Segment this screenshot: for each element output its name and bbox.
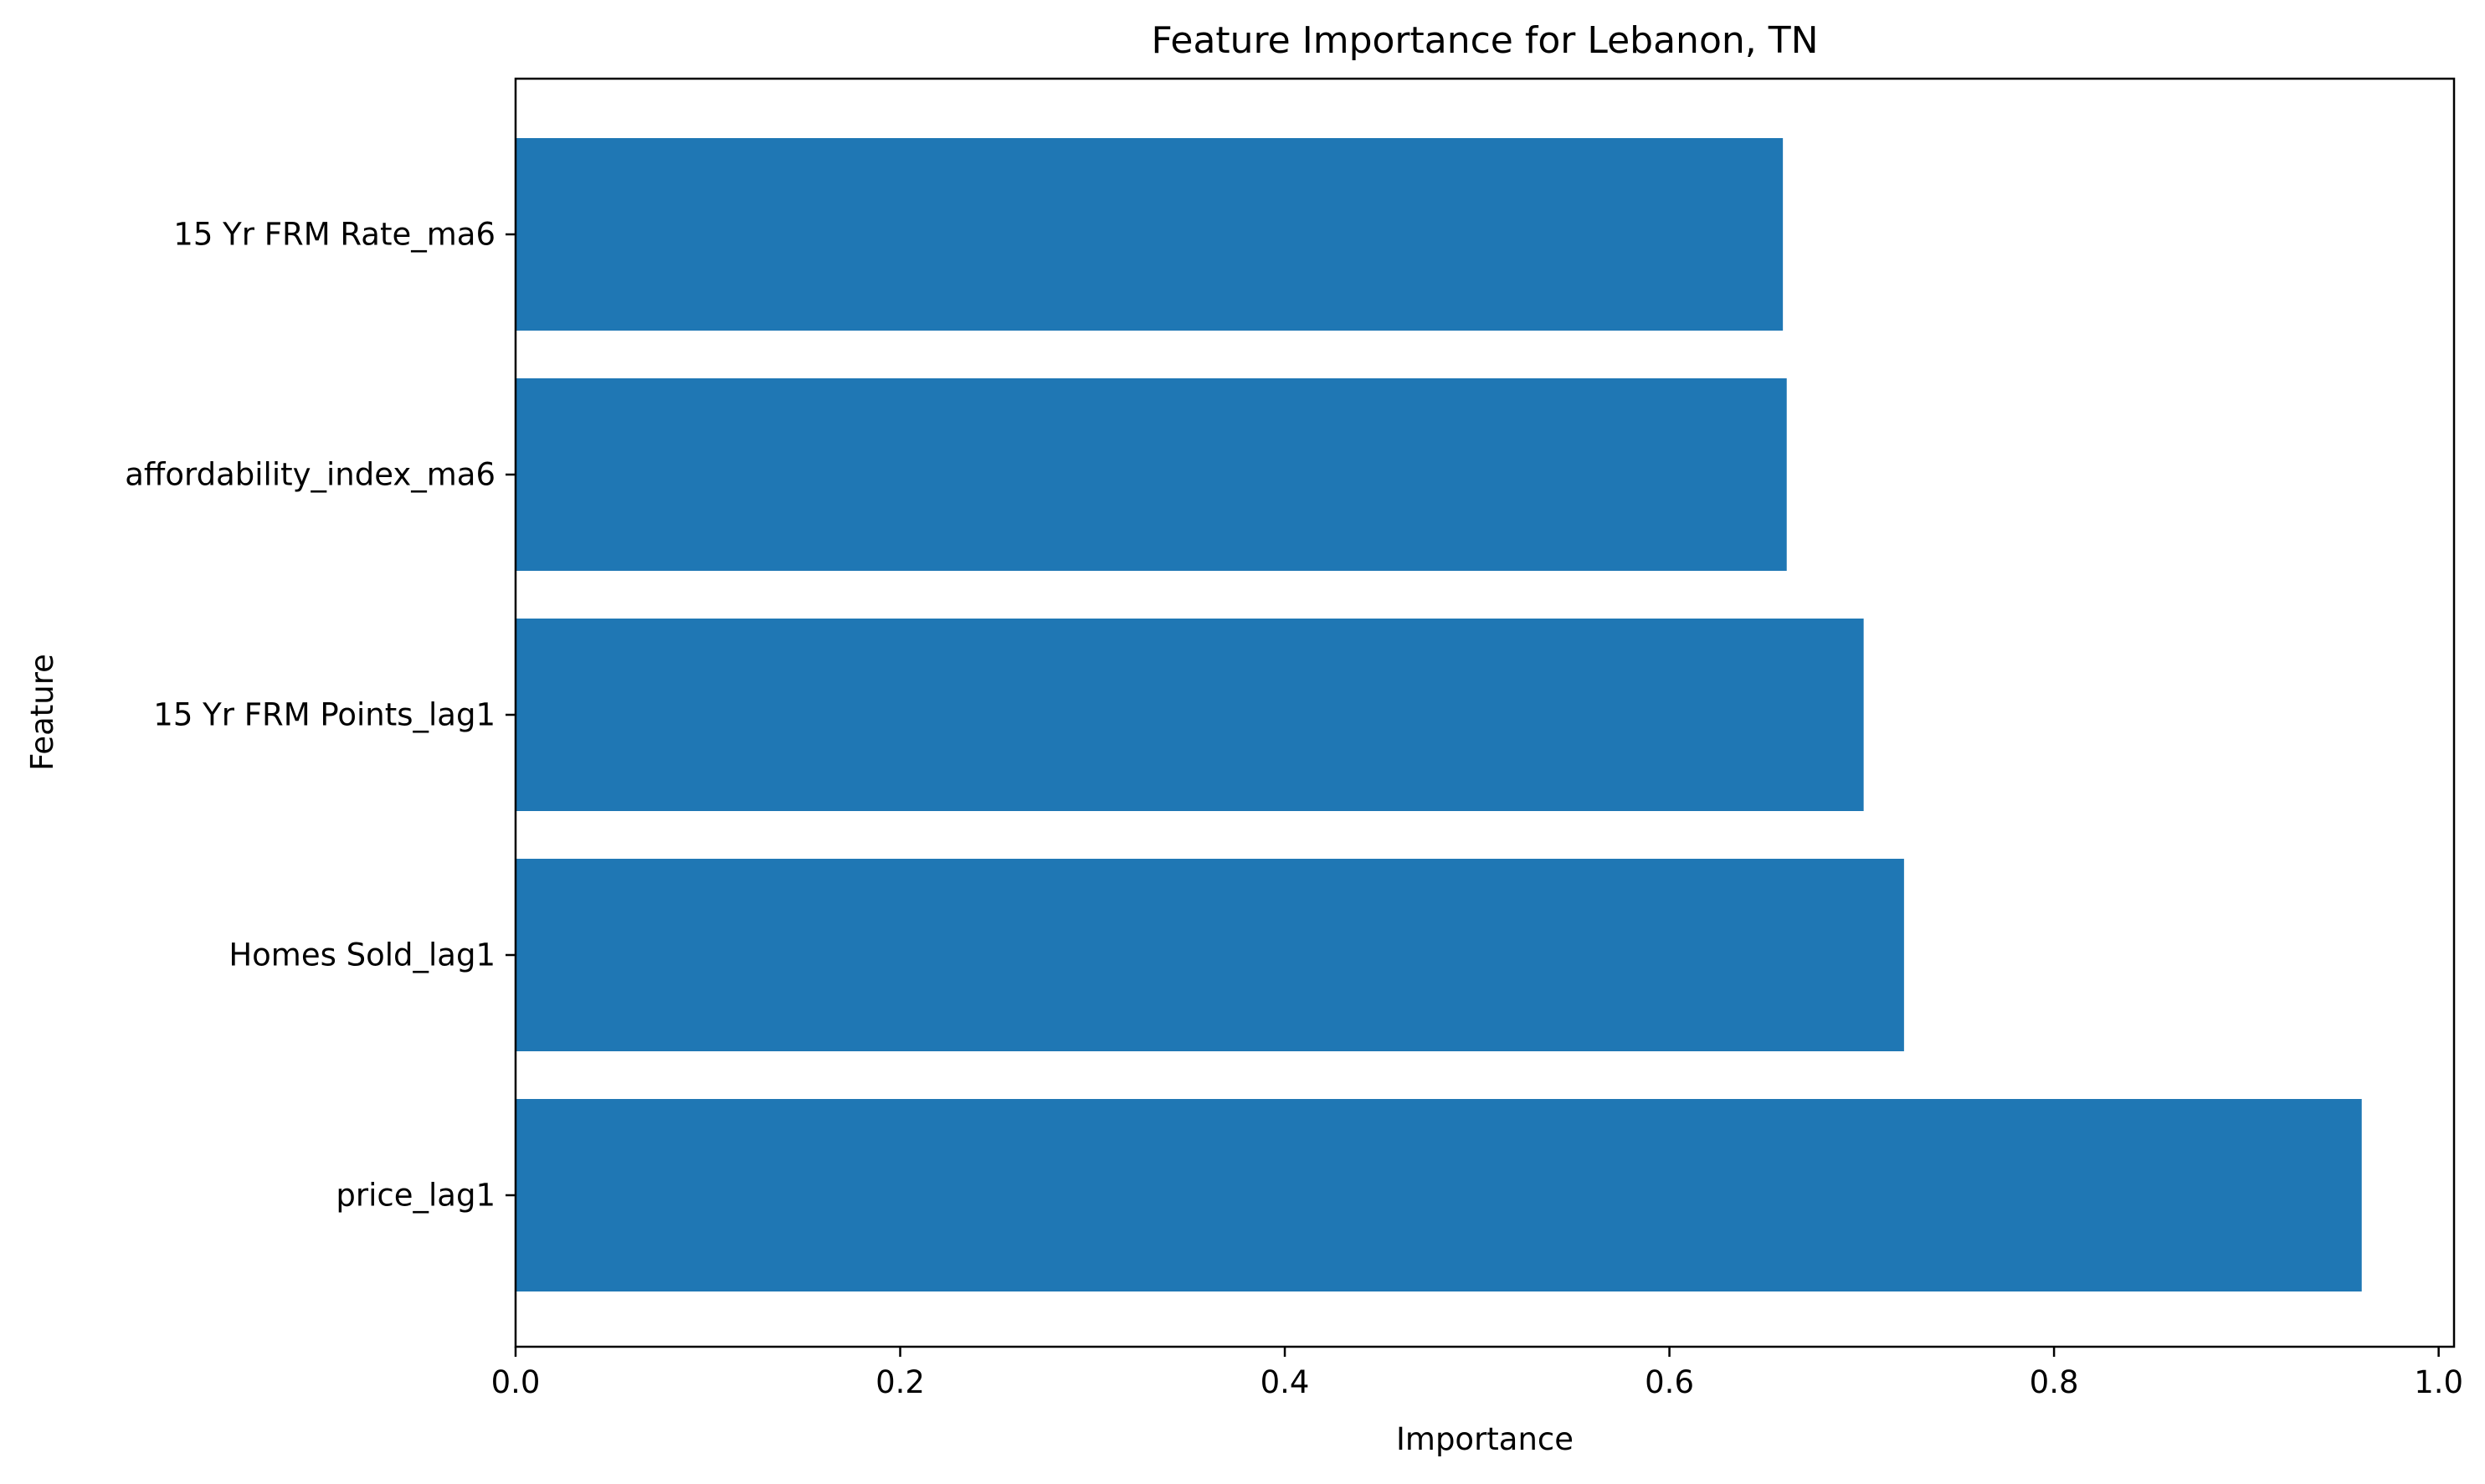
y-tick-label: affordability_index_ma6 bbox=[125, 457, 495, 493]
x-tick-label: 0.2 bbox=[875, 1364, 925, 1400]
bar-15-yr-frm-points-lag1 bbox=[516, 619, 1864, 811]
y-axis-label: Feature bbox=[24, 654, 60, 771]
bar-price-lag1 bbox=[516, 1099, 2362, 1291]
x-tick-label: 0.8 bbox=[2030, 1364, 2079, 1400]
x-axis-ticks: 0.0 0.2 0.4 0.6 0.8 1.0 bbox=[491, 1347, 2463, 1400]
y-axis-ticks: price_lag1 Homes Sold_lag1 15 Yr FRM Point… bbox=[125, 217, 516, 1214]
plot-frame bbox=[514, 77, 2456, 1348]
y-tick-label: 15 Yr FRM Rate_ma6 bbox=[173, 217, 495, 253]
chart-title: Feature Importance for Lebanon, TN bbox=[1151, 19, 1818, 62]
bar-affordability-index-ma6 bbox=[516, 378, 1787, 571]
x-axis-label: Importance bbox=[1396, 1421, 1574, 1457]
bars-layer bbox=[516, 138, 2362, 1291]
bar-15-yr-frm-rate-ma6 bbox=[516, 138, 1784, 331]
y-tick-label: Homes Sold_lag1 bbox=[228, 937, 495, 973]
y-tick-label: price_lag1 bbox=[336, 1178, 495, 1214]
bar-homes-sold-lag1 bbox=[516, 859, 1904, 1051]
y-tick-label: 15 Yr FRM Points_lag1 bbox=[153, 697, 495, 733]
x-tick-label: 0.4 bbox=[1260, 1364, 1310, 1400]
x-tick-label: 0.6 bbox=[1645, 1364, 1694, 1400]
x-tick-label: 1.0 bbox=[2414, 1364, 2463, 1400]
x-tick-label: 0.0 bbox=[491, 1364, 541, 1400]
